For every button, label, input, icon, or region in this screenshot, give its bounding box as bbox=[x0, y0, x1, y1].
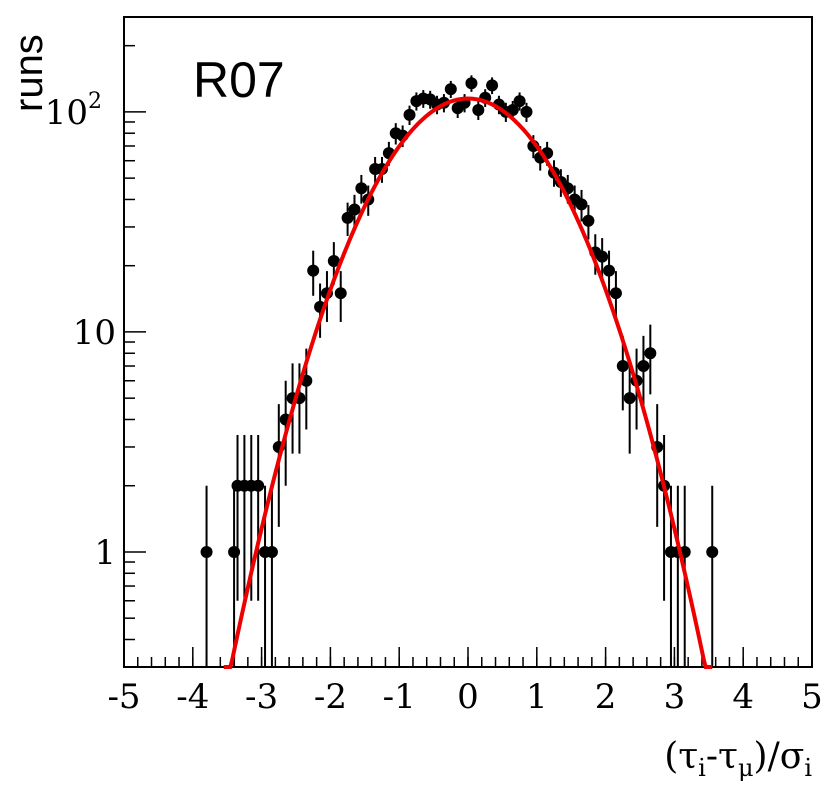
error-bars bbox=[205, 75, 714, 667]
x-tick-label: 1 bbox=[526, 677, 548, 717]
y-tick-label: 102 bbox=[45, 89, 102, 133]
data-point bbox=[582, 214, 595, 227]
data-point bbox=[513, 95, 526, 108]
x-tick-labels: -5 -4 -3 -2 -1 0 1 2 3 4 5 bbox=[107, 677, 822, 717]
data-point bbox=[403, 108, 416, 121]
data-point bbox=[327, 255, 340, 268]
data-point bbox=[252, 479, 265, 492]
data-point bbox=[307, 264, 320, 277]
x-axis-label: (τi-τμ)/σi bbox=[664, 736, 812, 782]
data-point bbox=[472, 104, 485, 117]
x-tick-label: 3 bbox=[664, 677, 686, 717]
x-tick-label: -1 bbox=[383, 677, 416, 717]
plot-frame bbox=[123, 16, 813, 668]
data-point bbox=[341, 211, 354, 224]
data-point bbox=[603, 264, 616, 277]
data-point bbox=[637, 360, 650, 373]
x-tick-label: -2 bbox=[314, 677, 347, 717]
data-point bbox=[623, 392, 636, 405]
data-point bbox=[200, 545, 213, 558]
fit-curve bbox=[223, 96, 713, 669]
data-point bbox=[348, 203, 361, 216]
data-point bbox=[644, 347, 657, 360]
data-point bbox=[486, 79, 499, 92]
data-point bbox=[609, 287, 622, 300]
x-tick-label: 2 bbox=[595, 677, 617, 717]
data-point bbox=[506, 104, 519, 117]
y-axis-label: runs bbox=[7, 34, 51, 112]
data-point bbox=[706, 545, 719, 558]
data-point bbox=[465, 77, 478, 90]
data-point bbox=[228, 545, 241, 558]
data-point bbox=[444, 83, 457, 96]
data-point bbox=[616, 360, 629, 373]
data-point bbox=[355, 182, 368, 195]
x-tick-label: 4 bbox=[732, 677, 754, 717]
y-tick-label: 1 bbox=[94, 533, 116, 573]
x-tick-label: 5 bbox=[801, 677, 823, 717]
chart-title: R07 bbox=[193, 52, 285, 108]
x-tick-label: -3 bbox=[245, 677, 278, 717]
x-tick-label: -4 bbox=[176, 677, 209, 717]
data-point bbox=[575, 198, 588, 211]
data-point bbox=[596, 250, 609, 263]
x-tick-label: -5 bbox=[107, 677, 140, 717]
y-tick-label: 10 bbox=[73, 313, 116, 353]
data-point bbox=[265, 545, 278, 558]
data-point bbox=[334, 287, 347, 300]
y-ticks bbox=[124, 44, 146, 668]
x-major-ticks bbox=[123, 647, 813, 667]
x-tick-label: 0 bbox=[457, 677, 479, 717]
data-point bbox=[520, 105, 533, 118]
y-tick-labels: 1 10 102 bbox=[45, 89, 116, 573]
